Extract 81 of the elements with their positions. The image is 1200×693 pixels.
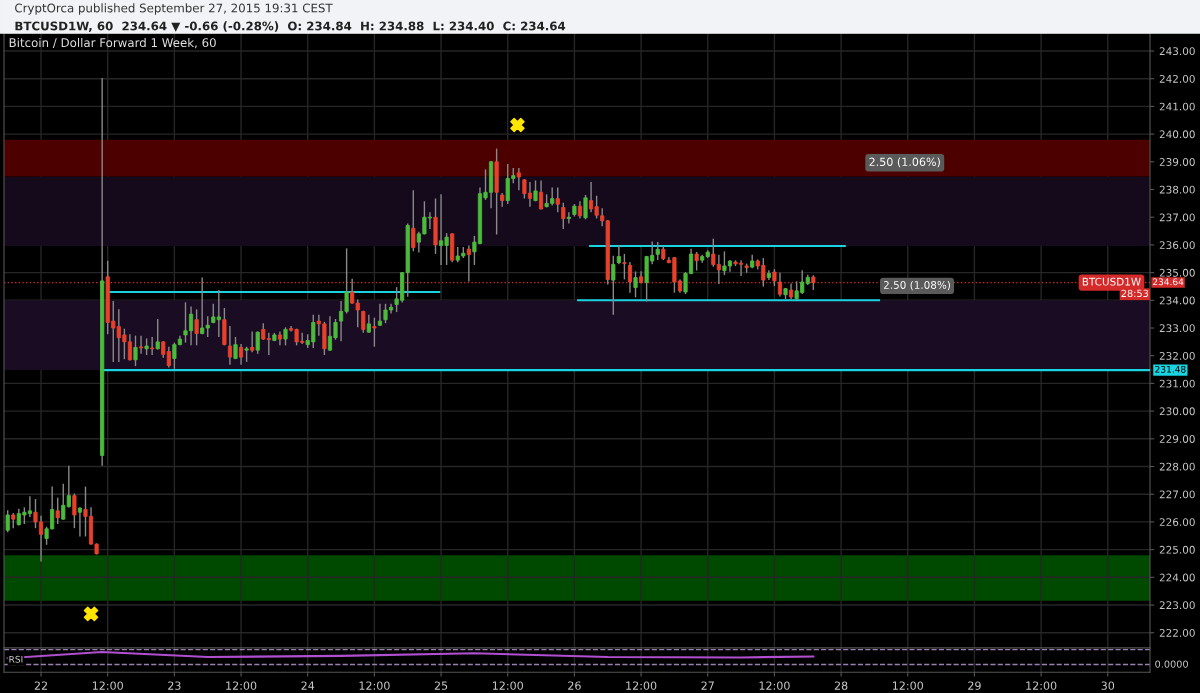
candlestick <box>611 255 616 315</box>
candlestick <box>411 190 416 252</box>
y-tick-label: 233.00 <box>1159 324 1195 333</box>
candlestick <box>277 331 283 346</box>
y-tick-label: 223.00 <box>1159 601 1195 610</box>
candlestick <box>133 335 138 367</box>
annotation: 2.50 (1.06%) <box>869 157 940 168</box>
candlestick <box>227 325 233 365</box>
text: 0.0000 <box>1155 660 1188 668</box>
y-tick-label: 222.00 <box>1159 628 1195 637</box>
x-tick-label: 24 <box>301 681 315 690</box>
candlestick <box>616 245 621 265</box>
y-tick-label: 240.00 <box>1159 130 1195 139</box>
x-tick-label: 28 <box>834 681 848 690</box>
x-tick-label: 30 <box>1101 681 1115 690</box>
candlestick <box>250 331 255 353</box>
y-tick-label: 224.00 <box>1159 573 1195 582</box>
x-tick-label: 22 <box>34 681 47 690</box>
y-tick-label: 236.00 <box>1159 241 1195 250</box>
candlestick <box>561 202 566 229</box>
chart-subtitle: BTCUSD1W, 60 234.64 ▼ -0.66 (-0.28%) O: 234.84 H: 234.88 L: 234.40 C: 234.64 <box>15 21 566 32</box>
text: CryptOrca published September 27, 2015 19:31 CEST <box>15 3 333 15</box>
x-tick-label: 23 <box>168 681 181 690</box>
x-tick-label: 27 <box>701 681 714 690</box>
x-tick-label: 12:00 <box>626 681 657 690</box>
candlestick <box>633 271 638 298</box>
y-tick-label: 241.00 <box>1159 102 1195 111</box>
chart-title: RSI <box>9 655 23 663</box>
y-tick-label: 227.00 <box>1159 490 1195 499</box>
y-tick-label: 229.00 <box>1159 435 1195 443</box>
candlestick <box>533 180 538 202</box>
candlestick <box>466 245 471 282</box>
annotation: 28:53 <box>1121 289 1149 298</box>
y-tick-label: 226.00 <box>1159 518 1195 527</box>
x-tick-label: 12:00 <box>759 681 790 690</box>
candlestick <box>77 507 83 537</box>
candlestick <box>538 180 544 210</box>
y-tick-label: 234.00 <box>1159 296 1195 305</box>
candlestick <box>516 168 521 191</box>
candlestick <box>138 335 144 354</box>
x-tick-label: 26 <box>568 681 581 690</box>
x-tick-label: 12:00 <box>492 681 524 690</box>
y-tick-label: 242.00 <box>1159 74 1195 83</box>
x-tick-label: 12:00 <box>1026 681 1057 690</box>
candlestick <box>55 497 60 524</box>
candlestick <box>583 194 588 220</box>
y-tick-label: 235.00 <box>1159 268 1195 277</box>
y-tick-label: 231.00 <box>1159 379 1195 388</box>
x-tick-label: 12:00 <box>892 681 924 690</box>
candlestick <box>233 337 238 360</box>
candlestick <box>622 253 627 280</box>
candlestick <box>194 309 199 346</box>
ref-line-label: 234.64 <box>1152 278 1184 286</box>
y-tick-label: 230.00 <box>1159 407 1195 416</box>
y-tick-label: 232.00 <box>1159 351 1195 360</box>
x-tick-label: 29 <box>968 681 981 690</box>
y-tick-label: 239.00 <box>1159 158 1195 166</box>
candlestick <box>5 510 10 533</box>
y-tick-label: 237.00 <box>1159 213 1195 222</box>
x-tick-label: 25 <box>434 681 448 690</box>
x-tick-label: 12:00 <box>226 681 257 690</box>
y-tick-label: 243.00 <box>1159 47 1195 56</box>
candlestick <box>150 337 155 356</box>
x-tick-label: 12:00 <box>92 681 123 690</box>
candlestick <box>555 187 560 213</box>
candlestick <box>255 331 260 354</box>
candlestick <box>361 310 366 333</box>
y-tick-label: 228.00 <box>1159 462 1195 471</box>
y-tick-label: 238.00 <box>1159 185 1195 194</box>
annotation: 2.50 (1.08%) <box>883 280 950 291</box>
candlestick <box>155 319 160 350</box>
candlestick <box>377 303 383 326</box>
candlestick <box>627 261 633 293</box>
y-tick-label: 225.00 <box>1159 545 1195 554</box>
annotation: BTCUSD1W <box>1082 277 1141 286</box>
candlestick <box>72 493 77 529</box>
candlestick <box>238 343 244 365</box>
candlestick <box>372 317 377 347</box>
chart-title: Bitcoin / Dollar Forward 1 Week, 60 <box>9 37 216 49</box>
annotation: 231.48 <box>1155 365 1186 373</box>
x-tick-label: 12:00 <box>359 681 390 690</box>
